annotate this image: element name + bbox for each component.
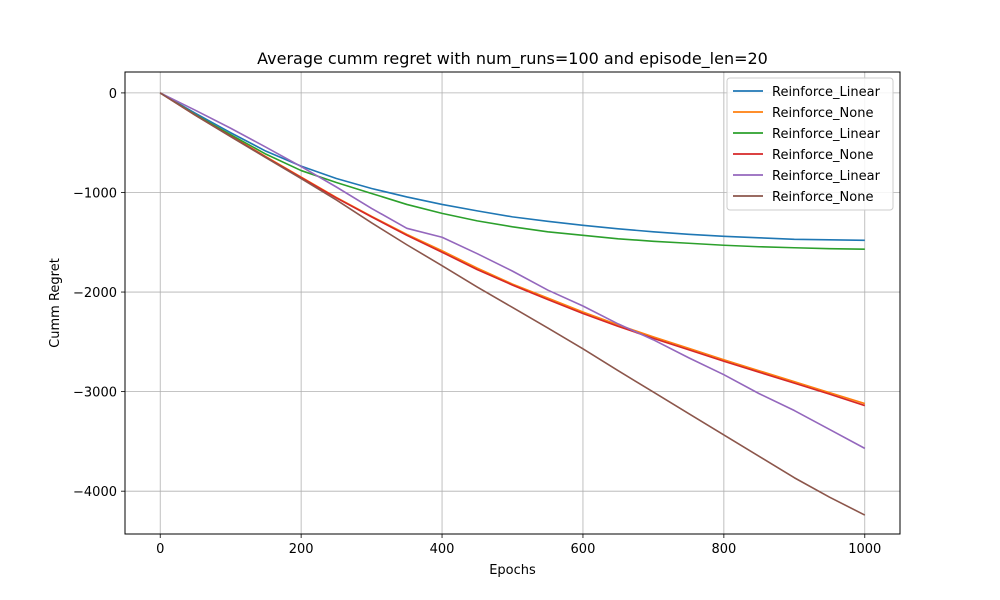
series-line-3: [159, 92, 865, 251]
legend-entry: Reinforce_Linear: [772, 127, 881, 142]
x-tick-label: 400: [430, 542, 455, 557]
legend-entry: Reinforce_Linear: [772, 169, 881, 184]
y-tick-label: −4000: [73, 485, 117, 500]
y-tick-label: 0: [109, 87, 117, 102]
y-axis-label: Cumm Regret: [48, 258, 63, 348]
series-line-6: [159, 92, 866, 516]
y-tick-label: −3000: [73, 386, 117, 401]
legend-entry: Reinforce_None: [772, 148, 873, 163]
y-axis-ticks: 0 −1000 −2000 −3000 −4000: [73, 87, 125, 500]
chart-title: Average cumm regret with num_runs=100 an…: [257, 49, 768, 69]
series-line-5: [159, 92, 866, 450]
series-line-1: [159, 92, 865, 242]
x-tick-label: 1000: [848, 542, 881, 557]
y-tick-label: −1000: [73, 186, 117, 201]
x-axis-ticks: 0 200 400 600 800 1000: [156, 534, 881, 557]
series-lines: [159, 92, 866, 516]
x-tick-label: 200: [289, 542, 314, 557]
legend-box: [726, 77, 894, 211]
x-tick-label: 600: [571, 542, 596, 557]
x-axis-label: Epochs: [489, 563, 536, 578]
x-tick-label: 800: [711, 542, 736, 557]
x-tick-label: 0: [156, 542, 164, 557]
plot-area-frame: [124, 71, 901, 535]
y-tick-label: −2000: [73, 286, 117, 301]
legend-entry: Reinforce_Linear: [772, 85, 881, 100]
legend: Reinforce_Linear Reinforce_None Reinforce_…: [726, 77, 894, 211]
legend-entry: Reinforce_None: [772, 106, 873, 121]
legend-entry: Reinforce_None: [772, 190, 873, 205]
